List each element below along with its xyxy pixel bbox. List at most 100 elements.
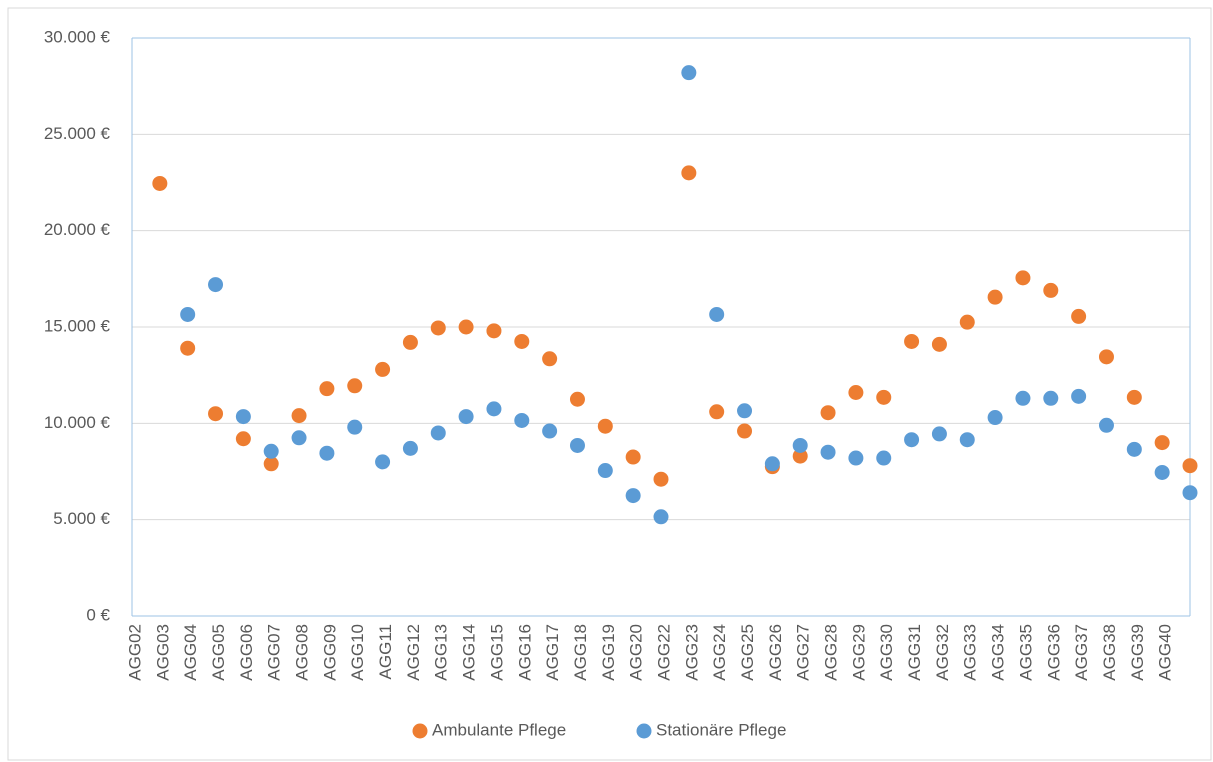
data-point xyxy=(1154,435,1170,451)
data-point xyxy=(1071,388,1087,404)
data-point xyxy=(737,403,753,419)
x-tick-label: AGG38 xyxy=(1100,624,1119,681)
x-tick-label: AGG15 xyxy=(487,624,506,681)
x-tick-label: AGG18 xyxy=(571,624,590,681)
data-point xyxy=(347,378,363,394)
x-tick-label: AGG03 xyxy=(153,624,172,681)
data-point xyxy=(1182,458,1198,474)
data-point xyxy=(514,333,530,349)
data-point xyxy=(180,306,196,322)
data-point xyxy=(542,423,558,439)
legend-label: Ambulante Pflege xyxy=(432,720,566,739)
data-point xyxy=(291,408,307,424)
x-tick-label: AGG37 xyxy=(1072,624,1091,681)
x-tick-label: AGG06 xyxy=(237,624,256,681)
data-point xyxy=(681,165,697,181)
x-tick-label: AGG05 xyxy=(209,624,228,681)
x-tick-label: AGG04 xyxy=(181,624,200,681)
x-tick-label: AGG02 xyxy=(125,624,144,681)
x-tick-label: AGG12 xyxy=(404,624,423,681)
y-tick-label: 10.000 € xyxy=(44,413,111,432)
x-tick-label: AGG34 xyxy=(989,624,1008,681)
legend-marker xyxy=(636,723,652,739)
data-point xyxy=(1126,389,1142,405)
data-point xyxy=(458,409,474,425)
x-tick-label: AGG32 xyxy=(933,624,952,681)
data-point xyxy=(931,426,947,442)
data-point xyxy=(514,412,530,428)
x-tick-label: AGG13 xyxy=(432,624,451,681)
data-point xyxy=(792,448,808,464)
data-point xyxy=(764,456,780,472)
data-point xyxy=(263,456,279,472)
data-point xyxy=(152,175,168,191)
data-point xyxy=(1182,485,1198,501)
x-tick-label: AGG25 xyxy=(738,624,757,681)
data-point xyxy=(709,404,725,420)
data-point xyxy=(1071,308,1087,324)
data-point xyxy=(458,319,474,335)
data-point xyxy=(904,333,920,349)
x-tick-label: AGG09 xyxy=(320,624,339,681)
data-point xyxy=(1154,464,1170,480)
legend-label: Stationäre Pflege xyxy=(656,720,786,739)
y-tick-label: 20.000 € xyxy=(44,220,111,239)
data-point xyxy=(987,289,1003,305)
data-point xyxy=(208,406,224,422)
x-tick-label: AGG33 xyxy=(961,624,980,681)
data-point xyxy=(375,361,391,377)
data-point xyxy=(931,336,947,352)
data-point xyxy=(597,418,613,434)
x-tick-label: AGG27 xyxy=(794,624,813,681)
data-point xyxy=(653,509,669,525)
data-point xyxy=(820,405,836,421)
data-point xyxy=(987,410,1003,426)
x-tick-label: AGG20 xyxy=(627,624,646,681)
x-tick-label: AGG07 xyxy=(265,624,284,681)
data-point xyxy=(291,430,307,446)
data-point xyxy=(1098,417,1114,433)
data-point xyxy=(180,340,196,356)
data-point xyxy=(402,440,418,456)
data-point xyxy=(486,323,502,339)
x-tick-label: AGG23 xyxy=(682,624,701,681)
data-point xyxy=(792,437,808,453)
x-tick-label: AGG36 xyxy=(1044,624,1063,681)
data-point xyxy=(904,432,920,448)
y-tick-label: 25.000 € xyxy=(44,124,111,143)
x-tick-label: AGG10 xyxy=(348,624,367,681)
y-tick-label: 5.000 € xyxy=(53,509,110,528)
x-tick-label: AGG30 xyxy=(877,624,896,681)
data-point xyxy=(235,409,251,425)
x-tick-label: AGG11 xyxy=(376,624,395,679)
data-point xyxy=(625,488,641,504)
data-point xyxy=(876,389,892,405)
data-point xyxy=(542,351,558,367)
data-point xyxy=(1043,282,1059,298)
data-point xyxy=(848,385,864,401)
x-tick-label: AGG35 xyxy=(1016,624,1035,681)
data-point xyxy=(625,449,641,465)
data-point xyxy=(569,437,585,453)
data-point xyxy=(681,65,697,81)
data-point xyxy=(319,381,335,397)
data-point xyxy=(486,401,502,417)
data-point xyxy=(737,423,753,439)
legend-marker xyxy=(412,723,428,739)
data-point xyxy=(876,450,892,466)
x-tick-label: AGG31 xyxy=(905,624,924,681)
chart-frame xyxy=(7,7,1212,761)
y-tick-label: 0 € xyxy=(86,605,110,624)
data-point xyxy=(848,450,864,466)
x-tick-label: AGG26 xyxy=(766,624,785,681)
data-point xyxy=(235,431,251,447)
x-tick-label: AGG14 xyxy=(460,624,479,681)
x-tick-label: AGG16 xyxy=(515,624,534,681)
data-point xyxy=(1043,390,1059,406)
data-point xyxy=(959,432,975,448)
x-tick-label: AGG29 xyxy=(849,624,868,681)
data-point xyxy=(569,391,585,407)
x-tick-label: AGG08 xyxy=(293,624,312,681)
data-point xyxy=(1126,441,1142,457)
data-point xyxy=(402,334,418,350)
